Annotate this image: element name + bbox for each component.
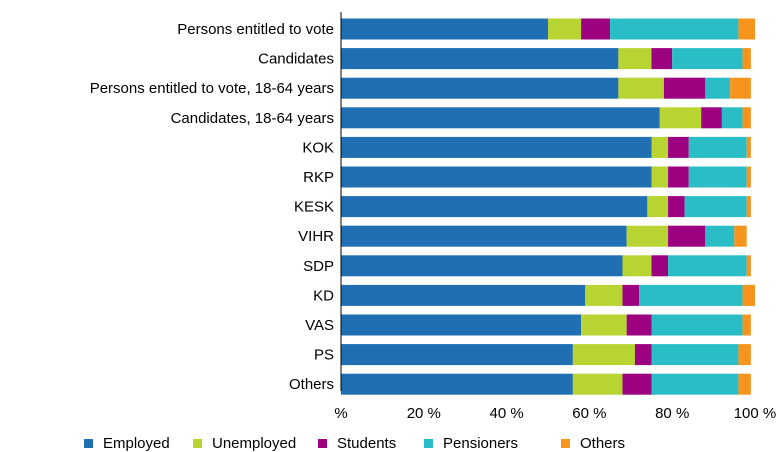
bar-segment-pensioners-9: [639, 284, 743, 306]
x-tick-label: 40 %: [489, 405, 523, 422]
category-label: VAS: [305, 317, 334, 334]
bar-segment-unemployed-2: [618, 77, 664, 99]
x-tick-label: 60 %: [572, 405, 606, 422]
bar-segment-students-2: [663, 77, 706, 99]
bar-segment-unemployed-6: [647, 196, 669, 218]
bar-segment-pensioners-6: [684, 196, 747, 218]
bar-segment-employed-12: [341, 373, 573, 395]
legend-label: Others: [580, 435, 625, 452]
bar-segment-pensioners-2: [705, 77, 731, 99]
bar-segment-pensioners-4: [688, 136, 747, 158]
bar-segment-students-7: [668, 225, 706, 247]
bar-segment-employed-8: [341, 255, 623, 277]
category-label: KESK: [294, 199, 334, 216]
bar-segment-pensioners-7: [705, 225, 735, 247]
bar-segment-students-1: [651, 48, 673, 70]
bar-segment-others-12: [738, 373, 751, 395]
bar-segment-students-8: [651, 255, 669, 277]
x-tick-labels-group: % 20 % 40 % 60 % 80 % 100 %: [334, 405, 776, 422]
legend-label: Unemployed: [212, 435, 296, 452]
bar-segment-employed-0: [341, 18, 548, 40]
x-tick-label: 80 %: [655, 405, 689, 422]
category-label: Persons entitled to vote: [177, 21, 334, 38]
legend-swatch-pensioners: [424, 439, 433, 448]
legend-label: Employed: [103, 435, 170, 452]
bar-segment-unemployed-5: [651, 166, 669, 188]
bar-segment-others-3: [742, 107, 751, 129]
x-tick-label: 100 %: [734, 405, 777, 422]
bar-segment-employed-9: [341, 284, 586, 306]
bars-group: [341, 18, 755, 395]
bar-segment-others-10: [742, 314, 751, 336]
x-tick-label: %: [334, 405, 347, 422]
category-label: Candidates, 18-64 years: [171, 110, 334, 127]
bar-segment-employed-5: [341, 166, 652, 188]
legend-swatch-others: [561, 439, 570, 448]
bar-segment-unemployed-1: [618, 48, 652, 70]
bar-segment-pensioners-0: [610, 18, 739, 40]
bar-segment-unemployed-3: [659, 107, 702, 129]
category-label: RKP: [303, 169, 334, 186]
bar-segment-others-7: [734, 225, 747, 247]
bar-segment-students-9: [622, 284, 640, 306]
bar-segment-employed-10: [341, 314, 582, 336]
bar-segment-pensioners-8: [668, 255, 747, 277]
bar-segment-students-11: [634, 344, 652, 366]
bar-segment-unemployed-9: [585, 284, 623, 306]
bar-segment-employed-2: [341, 77, 619, 99]
bar-segment-pensioners-5: [688, 166, 747, 188]
category-label: SDP: [303, 258, 334, 275]
bar-segment-others-9: [742, 284, 755, 306]
bar-segment-students-5: [668, 166, 689, 188]
category-label: PS: [314, 347, 334, 364]
bar-segment-unemployed-11: [572, 344, 635, 366]
category-label: Others: [289, 376, 334, 393]
bar-segment-others-11: [738, 344, 751, 366]
x-tick-label: 20 %: [407, 405, 441, 422]
bar-segment-students-4: [668, 136, 689, 158]
bar-segment-unemployed-0: [548, 18, 582, 40]
bar-segment-others-1: [742, 48, 751, 70]
bar-segment-pensioners-11: [651, 344, 739, 366]
bar-segment-employed-3: [341, 107, 660, 129]
category-label: Candidates: [258, 51, 334, 68]
category-labels-group: Persons entitled to vote Candidates Person…: [90, 21, 334, 393]
bar-segment-pensioners-3: [721, 107, 743, 129]
bar-segment-others-6: [746, 196, 751, 218]
bar-segment-unemployed-7: [626, 225, 669, 247]
bar-segment-others-4: [746, 136, 751, 158]
bar-segment-pensioners-12: [651, 373, 739, 395]
bar-segment-unemployed-12: [572, 373, 623, 395]
legend-swatch-employed: [84, 439, 93, 448]
bar-segment-employed-4: [341, 136, 652, 158]
bar-segment-students-6: [668, 196, 685, 218]
category-label: KD: [313, 287, 334, 304]
category-label: VIHR: [298, 228, 334, 245]
category-label: KOK: [302, 139, 334, 156]
bar-segment-unemployed-10: [581, 314, 627, 336]
bar-segment-pensioners-10: [651, 314, 743, 336]
legend-swatch-students: [318, 439, 327, 448]
legend-label: Students: [337, 435, 396, 452]
legend-swatch-unemployed: [193, 439, 202, 448]
category-label: Persons entitled to vote, 18-64 years: [90, 80, 334, 97]
bar-segment-others-2: [730, 77, 751, 99]
bar-segment-others-8: [746, 255, 751, 277]
legend: Employed Unemployed Students Pensioners Othe…: [84, 435, 625, 452]
bar-segment-students-10: [626, 314, 652, 336]
bar-segment-employed-11: [341, 344, 573, 366]
bar-segment-unemployed-4: [651, 136, 669, 158]
bar-segment-employed-6: [341, 196, 648, 218]
bar-segment-others-0: [738, 18, 755, 40]
bar-segment-pensioners-1: [672, 48, 743, 70]
bar-segment-employed-1: [341, 48, 619, 70]
bar-segment-students-0: [581, 18, 611, 40]
bar-segment-others-5: [746, 166, 751, 188]
bar-segment-employed-7: [341, 225, 627, 247]
legend-label: Pensioners: [443, 435, 518, 452]
bar-segment-students-12: [622, 373, 652, 395]
bar-segment-students-3: [701, 107, 722, 129]
bar-segment-unemployed-8: [622, 255, 652, 277]
